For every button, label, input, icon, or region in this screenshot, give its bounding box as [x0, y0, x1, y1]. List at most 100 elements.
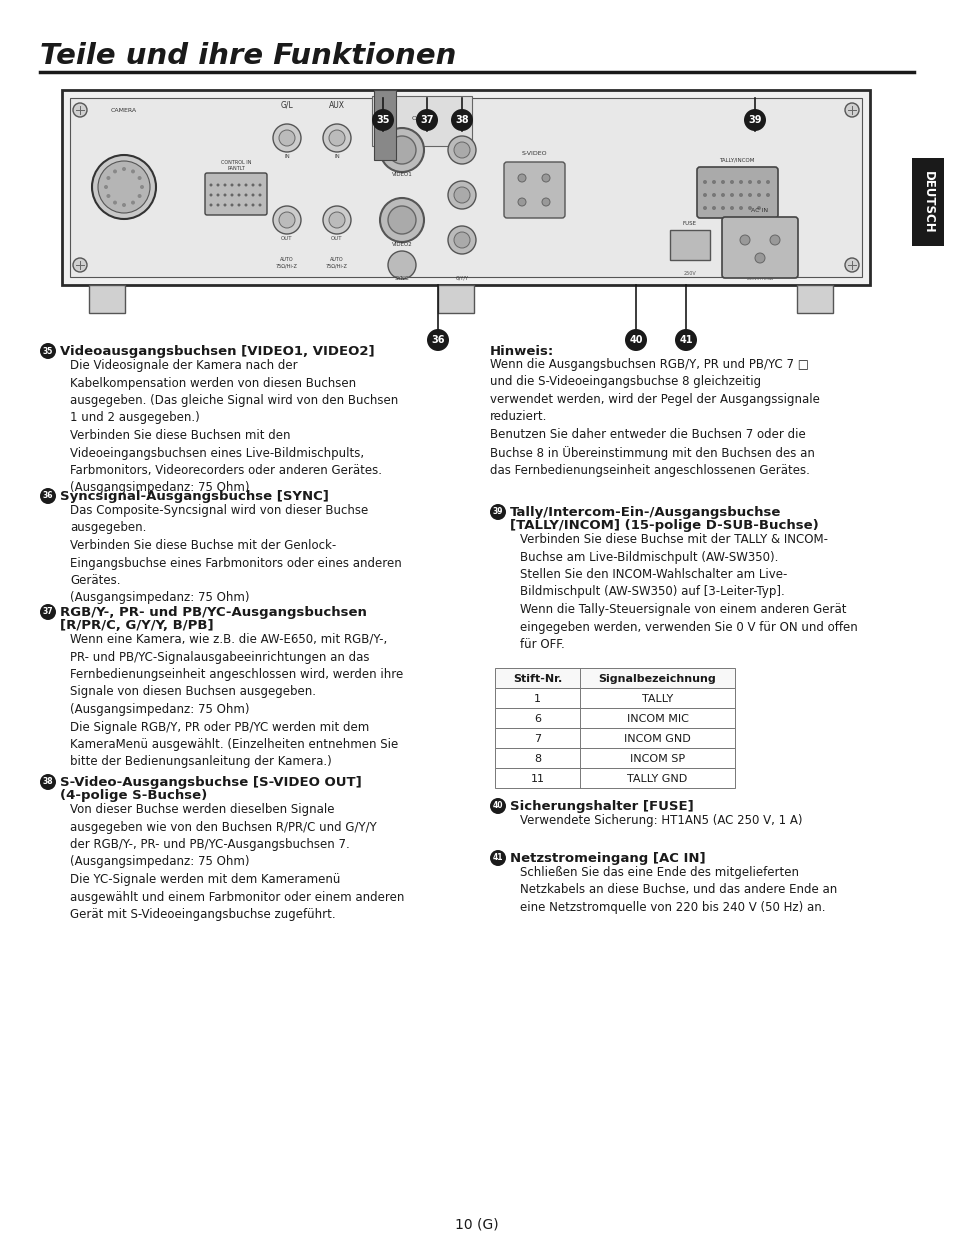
Text: TALLY GND: TALLY GND: [627, 774, 687, 784]
Text: 11: 11: [530, 774, 544, 784]
Text: 40: 40: [629, 335, 642, 345]
Circle shape: [122, 203, 126, 207]
Text: Hinweis:: Hinweis:: [490, 345, 554, 357]
Text: SYNC: SYNC: [395, 276, 409, 281]
FancyBboxPatch shape: [495, 768, 734, 788]
Text: INCOM GND: INCOM GND: [623, 735, 690, 745]
Circle shape: [216, 193, 219, 197]
Text: Stift-Nr.: Stift-Nr.: [513, 674, 561, 684]
Text: TALLY/INCOM: TALLY/INCOM: [719, 158, 754, 163]
Circle shape: [372, 109, 394, 131]
Circle shape: [675, 329, 697, 351]
Text: 250V/HT1.8A: 250V/HT1.8A: [746, 277, 773, 281]
Text: CAMERA: CAMERA: [111, 108, 137, 113]
FancyBboxPatch shape: [89, 285, 125, 313]
Circle shape: [112, 200, 117, 204]
Circle shape: [273, 124, 301, 152]
Text: Sicherungshalter [FUSE]: Sicherungshalter [FUSE]: [510, 800, 693, 813]
Circle shape: [739, 181, 742, 184]
Text: 38: 38: [455, 115, 468, 125]
Circle shape: [231, 193, 233, 197]
Circle shape: [454, 233, 470, 247]
Circle shape: [747, 181, 751, 184]
Text: FUSE: FUSE: [682, 221, 697, 226]
Text: Syncsignal-Ausgangsbuchse [SYNC]: Syncsignal-Ausgangsbuchse [SYNC]: [60, 490, 329, 503]
Circle shape: [91, 155, 156, 219]
Circle shape: [490, 798, 505, 814]
Circle shape: [765, 181, 769, 184]
Circle shape: [720, 207, 724, 210]
Circle shape: [278, 212, 294, 228]
Text: AUTO
75Ω/Hi-Z: AUTO 75Ω/Hi-Z: [275, 257, 297, 268]
Circle shape: [757, 207, 760, 210]
Text: 35: 35: [375, 115, 390, 125]
Text: Videoausgangsbuchsen [VIDEO1, VIDEO2]: Videoausgangsbuchsen [VIDEO1, VIDEO2]: [60, 345, 375, 357]
Text: OUT: OUT: [331, 236, 342, 241]
Text: INCOM SP: INCOM SP: [629, 755, 684, 764]
Text: PANTLT: PANTLT: [227, 166, 245, 171]
Circle shape: [40, 774, 56, 790]
Circle shape: [40, 604, 56, 620]
Circle shape: [747, 193, 751, 197]
Circle shape: [416, 109, 437, 131]
Text: 35: 35: [43, 346, 53, 355]
Text: OUT: OUT: [281, 236, 293, 241]
Circle shape: [541, 198, 550, 207]
FancyBboxPatch shape: [495, 668, 734, 688]
Text: 37: 37: [420, 115, 434, 125]
Circle shape: [323, 124, 351, 152]
Circle shape: [702, 181, 706, 184]
Circle shape: [517, 174, 525, 182]
Text: 36: 36: [43, 491, 53, 501]
Circle shape: [131, 200, 135, 204]
Circle shape: [711, 207, 716, 210]
Circle shape: [258, 204, 261, 207]
Circle shape: [223, 183, 226, 187]
Text: 250V: 250V: [683, 271, 696, 276]
Circle shape: [258, 193, 261, 197]
Text: (4-polige S-Buchse): (4-polige S-Buchse): [60, 789, 207, 802]
Circle shape: [739, 207, 742, 210]
Circle shape: [448, 136, 476, 165]
Circle shape: [131, 169, 135, 173]
Text: [TALLY/INCOM] (15-polige D-SUB-Buchse): [TALLY/INCOM] (15-polige D-SUB-Buchse): [510, 520, 818, 532]
Circle shape: [747, 207, 751, 210]
Circle shape: [137, 194, 141, 198]
Circle shape: [329, 130, 345, 146]
FancyBboxPatch shape: [205, 173, 267, 215]
Text: 7: 7: [534, 735, 540, 745]
Text: 1: 1: [534, 694, 540, 705]
Text: 6: 6: [534, 715, 540, 725]
Circle shape: [754, 254, 764, 263]
Text: Das Composite-Syncsignal wird von dieser Buchse
ausgegeben.
Verbinden Sie diese : Das Composite-Syncsignal wird von dieser…: [70, 503, 401, 605]
FancyBboxPatch shape: [911, 158, 943, 246]
Circle shape: [323, 207, 351, 234]
Text: VIDEO2: VIDEO2: [392, 242, 412, 247]
Circle shape: [541, 174, 550, 182]
Circle shape: [98, 161, 150, 213]
Circle shape: [711, 181, 716, 184]
Circle shape: [729, 193, 733, 197]
Circle shape: [237, 204, 240, 207]
Circle shape: [451, 109, 473, 131]
Circle shape: [252, 183, 254, 187]
Circle shape: [702, 207, 706, 210]
Circle shape: [140, 186, 144, 189]
Text: Tally/Intercom-Ein-/Ausgangsbuchse: Tally/Intercom-Ein-/Ausgangsbuchse: [510, 506, 781, 520]
FancyBboxPatch shape: [70, 98, 862, 277]
Circle shape: [244, 193, 247, 197]
Circle shape: [427, 329, 449, 351]
Circle shape: [454, 187, 470, 203]
Circle shape: [73, 259, 87, 272]
Text: 39: 39: [747, 115, 760, 125]
Circle shape: [40, 343, 56, 359]
Text: CONTROL IN: CONTROL IN: [220, 160, 251, 165]
Circle shape: [757, 181, 760, 184]
Circle shape: [702, 193, 706, 197]
Text: RGB/Y-, PR- und PB/YC-Ausgangsbuchsen: RGB/Y-, PR- und PB/YC-Ausgangsbuchsen: [60, 606, 367, 618]
Circle shape: [765, 193, 769, 197]
Circle shape: [73, 103, 87, 118]
Circle shape: [216, 183, 219, 187]
Circle shape: [244, 204, 247, 207]
Circle shape: [210, 183, 213, 187]
